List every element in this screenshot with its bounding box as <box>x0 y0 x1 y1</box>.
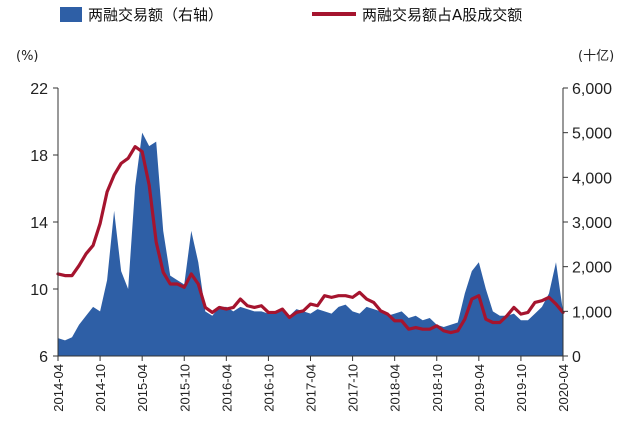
left-tick-label: 14 <box>30 215 48 232</box>
right-tick-label: 2,000 <box>572 260 612 277</box>
right-tick-label: 4,000 <box>572 170 612 187</box>
right-axis-unit: (十亿) <box>578 49 614 64</box>
line-path <box>56 145 565 335</box>
left-tick-label: 6 <box>39 349 48 366</box>
x-tick-label: 2019-10 <box>514 364 529 412</box>
x-tick-label: 2018-10 <box>430 364 445 412</box>
right-tick-label: 6,000 <box>572 81 612 98</box>
left-tick-label: 18 <box>30 148 48 165</box>
axes: 6 10 14 18 22 0 1,000 2,000 3,000 4,000 5,000 6,000… <box>30 81 612 412</box>
area-series <box>58 132 563 356</box>
right-tick-label: 3,000 <box>572 215 612 232</box>
left-axis-unit: (%) <box>16 49 39 64</box>
line-series <box>56 145 565 335</box>
x-tick-label: 2014-10 <box>93 364 108 412</box>
x-tick-label: 2015-10 <box>177 364 192 412</box>
x-tick-label: 2020-04 <box>556 364 571 412</box>
legend-label-line: 两融交易额占A股成交额 <box>362 6 522 24</box>
x-tick-label: 2019-04 <box>472 364 487 412</box>
legend-label-area: 两融交易额（右轴） <box>88 6 223 24</box>
left-tick-label: 22 <box>30 81 48 98</box>
x-tick-label: 2015-04 <box>135 364 150 412</box>
x-tick-label: 2014-04 <box>51 364 66 412</box>
x-tick-label: 2017-04 <box>304 364 319 412</box>
legend: 两融交易额（右轴） 两融交易额占A股成交额 <box>60 6 522 24</box>
x-tick-label: 2017-10 <box>346 364 361 412</box>
right-tick-label: 1,000 <box>572 304 612 321</box>
x-tick-label: 2016-04 <box>219 364 234 412</box>
x-tick-label: 2018-04 <box>388 364 403 412</box>
right-tick-label: 5,000 <box>572 126 612 143</box>
right-tick-label: 0 <box>572 349 581 366</box>
x-tick-label: 2016-10 <box>261 364 276 412</box>
area-fill <box>58 132 563 356</box>
left-tick-label: 10 <box>30 282 48 299</box>
legend-swatch-area <box>60 7 82 22</box>
